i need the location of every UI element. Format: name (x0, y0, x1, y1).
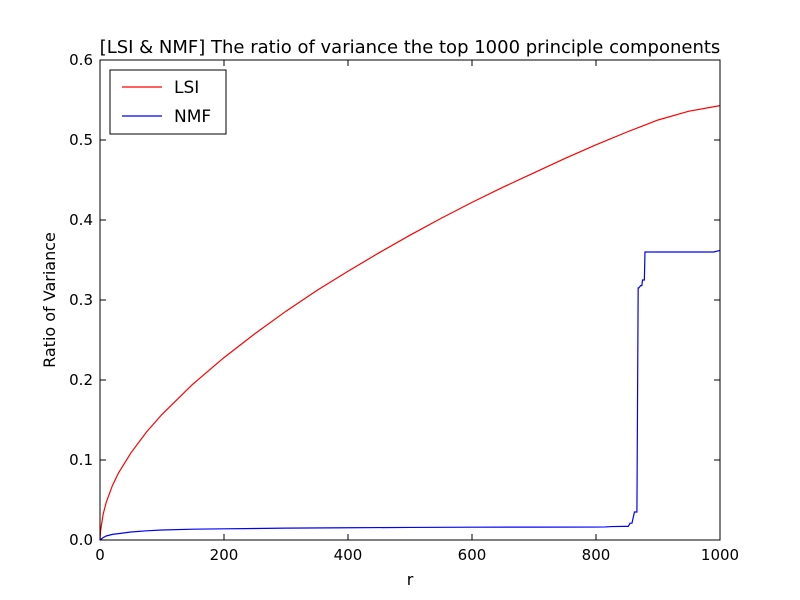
legend-frame (109, 69, 227, 135)
series-line-nmf (99, 249, 721, 541)
x-tick-label: 1000 (701, 546, 739, 564)
chart-title: [LSI & NMF] The ratio of variance the to… (100, 37, 721, 58)
y-tick-label: 0.3 (69, 291, 93, 309)
y-tick-label: 0.2 (69, 371, 93, 389)
x-tick-label: 400 (334, 546, 363, 564)
y-tick-label: 0.0 (69, 531, 93, 549)
series-line-lsi (99, 105, 721, 541)
y-tick-label: 0.1 (69, 451, 93, 469)
series-layer (99, 105, 721, 541)
x-tick-label: 200 (210, 546, 239, 564)
y-tick-label: 0.5 (69, 131, 93, 149)
x-axis-label: r (407, 570, 414, 589)
x-tick-label: 600 (458, 546, 487, 564)
x-tick-label: 800 (582, 546, 611, 564)
legend-label-nmf: NMF (174, 107, 211, 127)
y-tick-label: 0.4 (69, 211, 93, 229)
tick-layer: 0 200 400 600 800 1000 0.0 0.1 0.2 0.3 0.4 0.5 0.6 (69, 51, 739, 564)
legend: LSI NMF (109, 69, 227, 135)
x-tick-label: 0 (95, 546, 105, 564)
legend-label-lsi: LSI (174, 78, 199, 98)
plot-frame (99, 59, 721, 541)
y-tick-label: 0.6 (69, 51, 93, 69)
y-axis-label: Ratio of Variance (40, 232, 59, 368)
